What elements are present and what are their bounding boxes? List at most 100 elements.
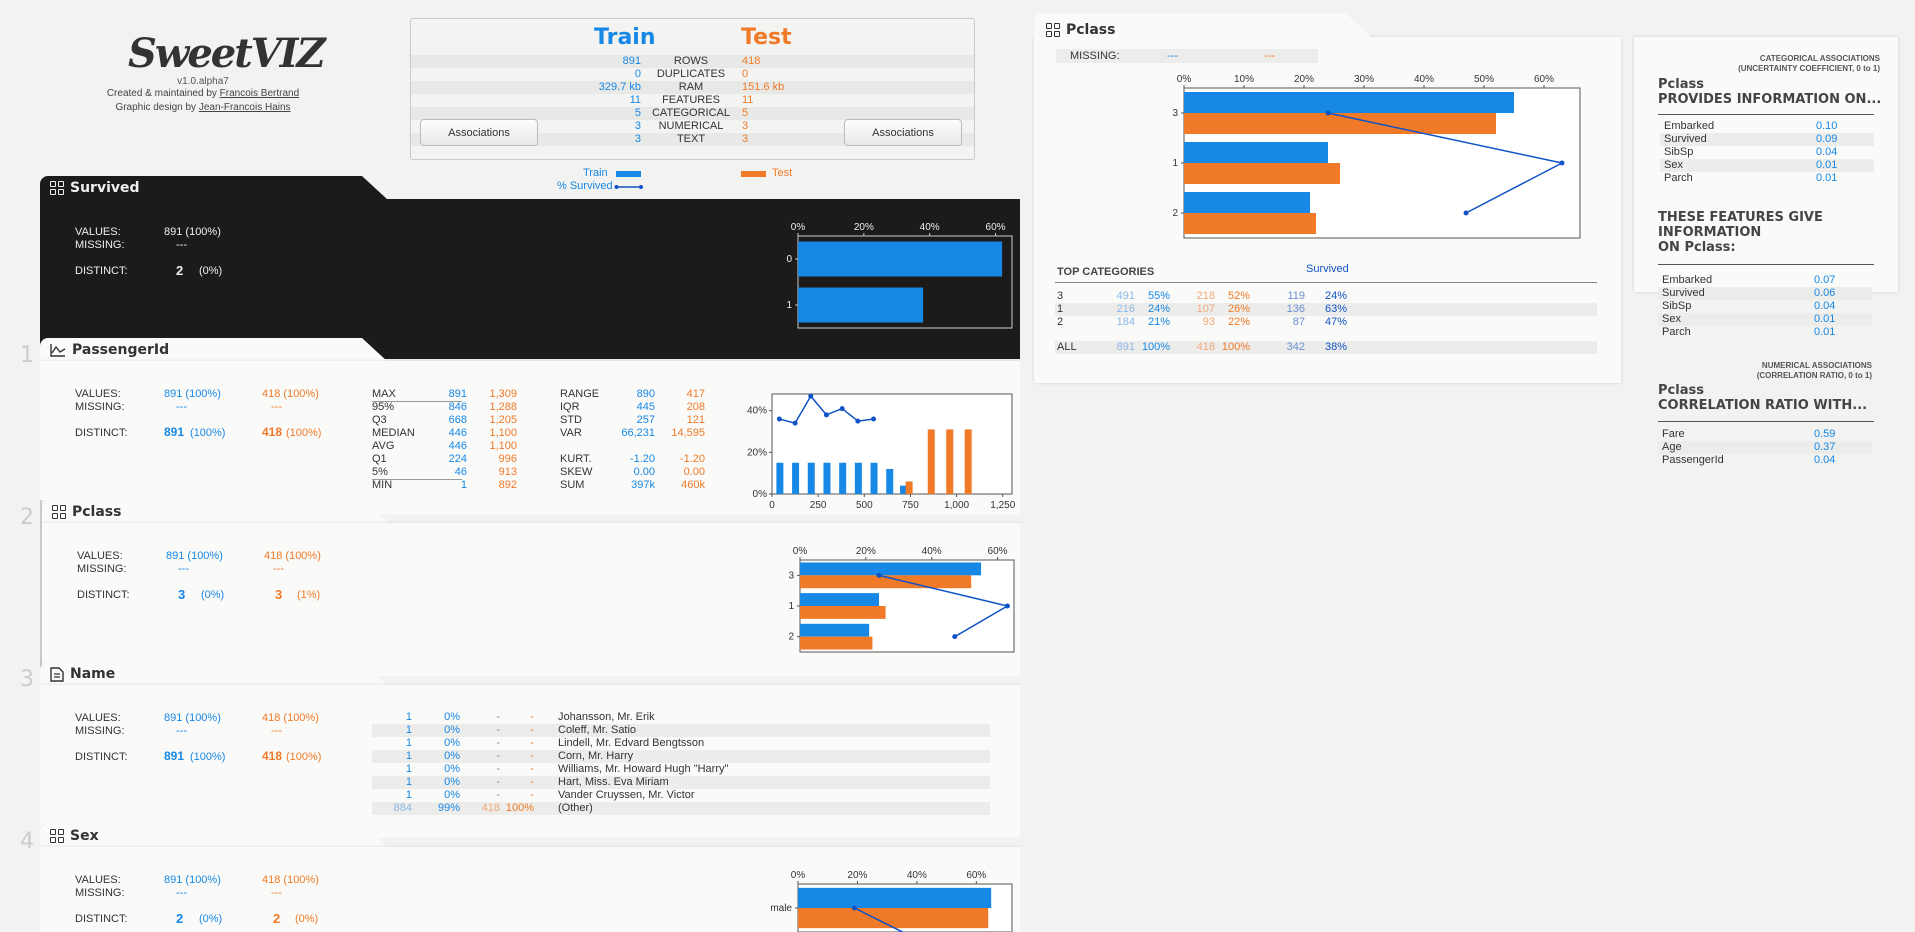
assoc-value: 0.01: [1816, 159, 1838, 171]
numerical-icon: [50, 344, 66, 357]
x-tick-label: 30%: [1354, 74, 1374, 85]
stat-train: [610, 440, 655, 453]
bar-test: [1184, 113, 1496, 134]
categorical-icon: [50, 181, 64, 195]
target-point: [871, 416, 877, 422]
count-train: 891: [1116, 341, 1135, 353]
missing-label: MISSING:: [75, 887, 125, 899]
feature-card-name[interactable]: Name VALUES: MISSING: DISTINCT: 891 (100…: [40, 662, 1020, 838]
x-tick-label: 20%: [1294, 74, 1314, 85]
count-train: 491: [1116, 290, 1135, 302]
test-heading: Test: [741, 25, 792, 50]
assoc-value: 0.01: [1814, 313, 1836, 325]
assoc-feature: SibSp: [1664, 146, 1694, 158]
stat-label: RANGE: [560, 388, 600, 400]
stat-label: MIN: [372, 479, 393, 491]
x-tick-label: 20%: [847, 870, 867, 881]
feature-card-passengerid[interactable]: PassengerId VALUES: MISSING: DISTINCT: 8…: [40, 338, 1020, 514]
count-train: 1: [405, 724, 412, 736]
assoc-row: Sex 0.01: [1660, 159, 1874, 172]
values-label: VALUES:: [77, 550, 123, 562]
summary-label: CATEGORICAL: [651, 107, 731, 119]
row-shade: [1055, 303, 1597, 316]
x-tick-label: 0: [769, 500, 775, 510]
summary-test-value: 11: [742, 94, 754, 106]
pct-train: 0%: [444, 763, 460, 775]
bar-test: [905, 481, 913, 494]
x-tick-label: 60%: [986, 222, 1006, 233]
detail-missing-label: MISSING:: [1070, 50, 1120, 62]
count-test: -: [496, 711, 500, 723]
stat-train: 46: [454, 466, 467, 478]
x-tick-label: 20%: [856, 546, 876, 557]
distinct-train: 891: [164, 425, 185, 439]
bar-test: [1184, 213, 1316, 234]
author-link[interactable]: Francois Bertrand: [219, 88, 300, 99]
associations-button-train[interactable]: Associations: [420, 119, 538, 146]
distinct-train: 2: [176, 911, 184, 926]
feature-card-sex[interactable]: Sex VALUES: MISSING: DISTINCT: 891 (100%…: [40, 824, 1020, 932]
target-line: [826, 407, 843, 416]
assoc-feature: Sex: [1664, 159, 1683, 171]
distinct-train: 3: [178, 587, 186, 602]
designer-link[interactable]: Jean-Francois Hains: [198, 102, 291, 113]
bar-test: [946, 429, 954, 494]
bar-train: [798, 241, 1003, 277]
target-point: [855, 418, 861, 424]
missing-label: MISSING:: [75, 239, 125, 251]
x-tick-label: 40%: [907, 870, 927, 881]
bar-train: [1184, 92, 1514, 113]
values-train: 891 (100%): [164, 226, 221, 238]
distinct-label: DISTINCT:: [75, 427, 128, 439]
pct-test: 100%: [505, 802, 534, 814]
detail-title: Pclass: [1046, 22, 1115, 38]
missing-train: ---: [178, 563, 189, 575]
pct-target: 47%: [1324, 316, 1347, 328]
count-test: -: [496, 763, 500, 775]
assoc-feature: Embarked: [1662, 274, 1713, 286]
distinct-train: 2: [176, 263, 184, 278]
pct-train: 0%: [444, 789, 460, 801]
legend-test-swatch: [741, 171, 766, 177]
stat-label: AVG: [372, 440, 395, 452]
summary-row: 3 TEXT 3: [411, 133, 974, 146]
associations-button-test[interactable]: Associations: [844, 119, 962, 146]
assoc-value: 0.09: [1816, 133, 1838, 145]
stat-divider: [372, 401, 462, 402]
missing-test: ---: [271, 887, 282, 899]
row-shade: [372, 802, 990, 815]
distinct-test-pct: (100%): [286, 427, 322, 439]
bar-train: [900, 485, 908, 494]
stat-train: 846: [448, 401, 467, 413]
feature-title: Survived: [50, 180, 140, 196]
distinct-test: 3: [275, 587, 283, 602]
summary-test-value: 0: [742, 68, 749, 80]
assoc-row: Fare 0.59: [1658, 428, 1872, 441]
target-point: [839, 406, 845, 412]
category: 1: [1057, 303, 1064, 315]
feature-number: 2: [20, 505, 34, 530]
values-test: 418 (100%): [262, 874, 319, 886]
target-line: [878, 574, 1008, 607]
bar-train: [1184, 192, 1310, 213]
summary-train-value: 3: [634, 133, 641, 145]
feature-card-pclass[interactable]: Pclass VALUES: MISSING: DISTINCT: 891 (1…: [40, 500, 1020, 676]
pct-test: 52%: [1227, 290, 1250, 302]
feature-title: PassengerId: [50, 342, 169, 358]
pct-test: 22%: [1227, 316, 1250, 328]
count-target: 87: [1292, 316, 1305, 328]
stat-test: 208: [686, 401, 705, 413]
count-target: 119: [1287, 290, 1305, 302]
assoc-row: Parch 0.01: [1660, 172, 1874, 185]
detail-chart: 0% 10% 20% 30% 40% 50% 60% 3 1 2: [1172, 74, 1581, 239]
bar-test: [798, 908, 989, 929]
stat-train: 446: [448, 427, 467, 439]
assoc-value: 0.04: [1814, 454, 1836, 466]
pct-test: -: [530, 737, 534, 749]
distinct-test-pct: (100%): [286, 751, 322, 763]
bar-train: [798, 887, 992, 908]
credits-design: Graphic design by Jean-Francois Hains: [115, 102, 291, 113]
feature-card-survived[interactable]: Survived VALUES: MISSING: DISTINCT: 891 …: [40, 176, 1020, 359]
category-label: male: [770, 903, 792, 914]
missing-label: MISSING:: [75, 725, 125, 737]
